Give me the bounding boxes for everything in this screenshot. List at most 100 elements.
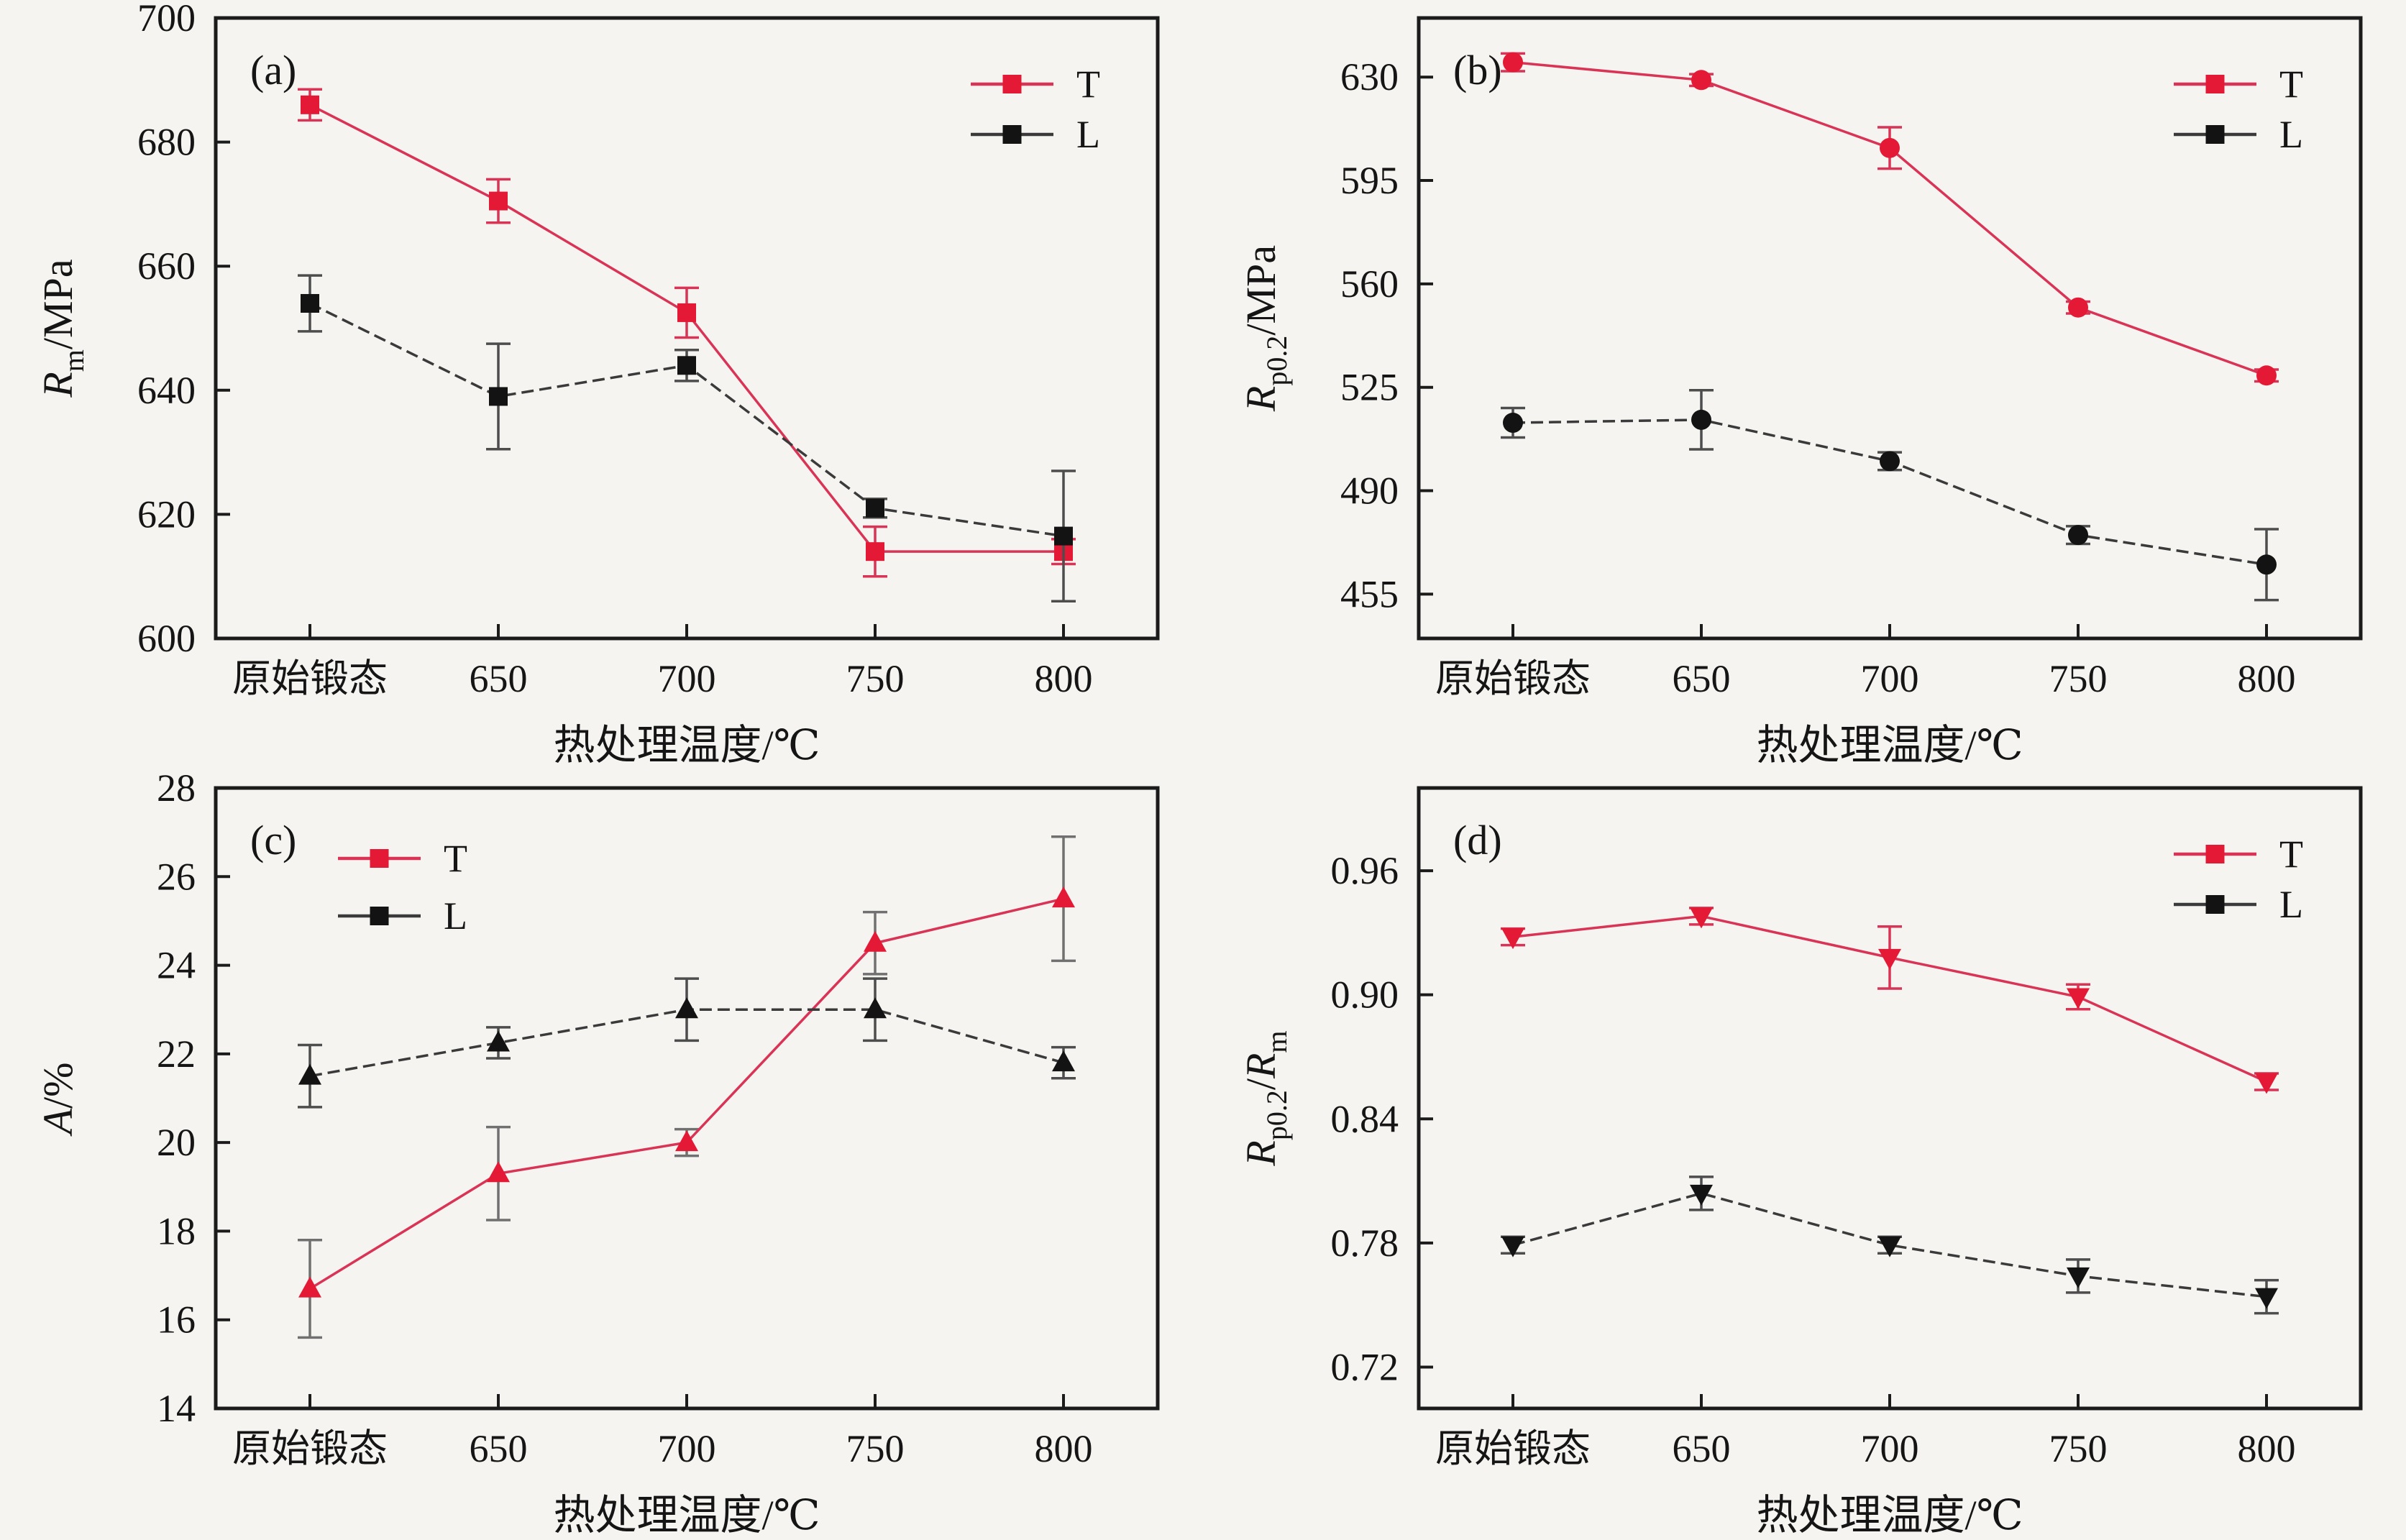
legend: TL bbox=[2174, 833, 2303, 926]
x-tick-label: 800 bbox=[2238, 657, 2296, 700]
x-tick-label: 800 bbox=[1035, 1427, 1093, 1470]
series-L bbox=[1501, 389, 2279, 602]
series-line bbox=[1512, 1192, 2267, 1298]
series-T bbox=[1501, 907, 2279, 1094]
y-tick-label: 28 bbox=[157, 770, 196, 810]
data-point bbox=[1501, 1236, 1524, 1257]
x-tick-label: 700 bbox=[1861, 657, 1919, 700]
legend-marker bbox=[370, 849, 389, 868]
x-tick-label: 原始锻态 bbox=[1435, 1427, 1591, 1470]
x-tick-label: 750 bbox=[846, 657, 905, 700]
x-axis: 原始锻态 650 700 750 800 bbox=[232, 1394, 1093, 1470]
data-point bbox=[2255, 1288, 2278, 1309]
legend-label: L bbox=[2279, 113, 2303, 156]
data-point bbox=[1880, 451, 1900, 472]
legend: TL bbox=[338, 837, 467, 938]
y-axis: 455 490 525 560 595 630 bbox=[1340, 55, 1433, 615]
series-T bbox=[298, 88, 1076, 578]
data-point bbox=[675, 997, 698, 1019]
data-point bbox=[2255, 1073, 2278, 1094]
data-point bbox=[298, 1063, 321, 1085]
y-tick-label: 600 bbox=[137, 617, 196, 660]
legend-label: T bbox=[2279, 63, 2303, 106]
plot-frame bbox=[214, 786, 1160, 1411]
data-point bbox=[2067, 988, 2090, 1009]
legend-marker bbox=[2205, 845, 2225, 863]
data-point bbox=[2068, 297, 2088, 318]
panel-a: 600 620 640 660 680 700 原始锻态 650 700 750 800 热处理温度/… bbox=[0, 0, 1203, 770]
x-axis: 原始锻态 650 700 750 800 bbox=[1435, 1394, 2296, 1470]
y-tick-label: 0.96 bbox=[1331, 849, 1399, 892]
x-tick-label: 700 bbox=[658, 657, 716, 700]
data-point bbox=[864, 997, 887, 1019]
x-axis-title: 热处理温度/℃ bbox=[554, 722, 820, 769]
data-point bbox=[866, 498, 884, 518]
y-tick-label: 26 bbox=[157, 855, 196, 898]
x-tick-label: 750 bbox=[846, 1427, 905, 1470]
panel-label: (d) bbox=[1453, 817, 1502, 863]
x-tick-label: 750 bbox=[2049, 657, 2108, 700]
series-line bbox=[309, 897, 1064, 1291]
data-point bbox=[1691, 409, 1711, 430]
y-tick-label: 18 bbox=[157, 1209, 196, 1252]
x-tick-label: 650 bbox=[1673, 657, 1731, 700]
x-tick-label: 原始锻态 bbox=[232, 1427, 388, 1470]
data-point bbox=[677, 303, 696, 322]
x-axis: 原始锻态 650 700 750 800 bbox=[1435, 624, 2296, 700]
legend-label: L bbox=[2279, 883, 2303, 926]
legend-label: T bbox=[2279, 833, 2303, 876]
legend-marker bbox=[370, 907, 389, 925]
data-point bbox=[1690, 907, 1713, 929]
data-point bbox=[1880, 137, 1900, 158]
x-tick-label: 650 bbox=[1673, 1427, 1731, 1470]
data-point bbox=[1054, 526, 1073, 546]
x-tick-label: 原始锻态 bbox=[1435, 657, 1591, 700]
data-point bbox=[489, 191, 508, 211]
y-tick-label: 0.72 bbox=[1331, 1345, 1399, 1388]
legend-label: L bbox=[444, 894, 467, 938]
data-point bbox=[2067, 1267, 2090, 1288]
legend-marker bbox=[2205, 125, 2225, 144]
panel-label: (a) bbox=[250, 47, 296, 93]
series-line bbox=[1512, 60, 2267, 377]
data-point bbox=[487, 1030, 510, 1052]
legend: TL bbox=[2174, 63, 2303, 156]
panel-c: 14 16 18 20 22 24 26 28 原始锻态 650 700 750 800 热处理温度/℃ A… bbox=[0, 770, 1203, 1540]
plot-frame bbox=[214, 16, 1160, 641]
data-point bbox=[1503, 52, 1523, 73]
y-tick-label: 14 bbox=[157, 1387, 196, 1430]
series-L bbox=[298, 274, 1076, 602]
panel-b-chart: 455 490 525 560 595 630 原始锻态 650 700 750 800 热处理温度/… bbox=[1238, 16, 2363, 769]
y-tick-label: 640 bbox=[137, 369, 196, 412]
y-tick-label: 630 bbox=[1340, 55, 1399, 98]
data-point bbox=[1878, 1236, 1901, 1257]
y-axis-title: Rp0.2/Rm bbox=[1238, 1030, 1293, 1166]
data-point bbox=[675, 1130, 698, 1152]
legend-marker bbox=[2205, 75, 2225, 93]
x-tick-label: 650 bbox=[470, 1427, 528, 1470]
panel-b: 455 490 525 560 595 630 原始锻态 650 700 750 800 热处理温度/… bbox=[1203, 0, 2406, 770]
data-point bbox=[1501, 928, 1524, 950]
y-tick-label: 595 bbox=[1340, 159, 1399, 202]
plot-frame bbox=[1417, 786, 2363, 1411]
y-tick-label: 680 bbox=[137, 121, 196, 164]
data-point bbox=[1690, 1184, 1713, 1206]
y-tick-label: 700 bbox=[137, 0, 196, 40]
x-axis-title: 热处理温度/℃ bbox=[1757, 1492, 2023, 1539]
y-axis-title: A/% bbox=[35, 1063, 81, 1137]
y-tick-label: 0.84 bbox=[1331, 1097, 1399, 1140]
series-line bbox=[1512, 418, 2267, 566]
y-tick-label: 490 bbox=[1340, 469, 1399, 513]
series-T bbox=[1501, 52, 2279, 386]
data-point bbox=[1691, 70, 1711, 91]
series-T bbox=[298, 835, 1076, 1339]
panel-label: (c) bbox=[250, 817, 296, 863]
y-tick-label: 660 bbox=[137, 244, 196, 288]
y-tick-label: 22 bbox=[157, 1032, 196, 1076]
y-axis-title: Rp0.2/MPa bbox=[1238, 245, 1293, 412]
x-axis-title: 热处理温度/℃ bbox=[554, 1492, 820, 1539]
data-point bbox=[1503, 413, 1523, 434]
data-point bbox=[1052, 1050, 1075, 1072]
data-point bbox=[489, 387, 508, 406]
